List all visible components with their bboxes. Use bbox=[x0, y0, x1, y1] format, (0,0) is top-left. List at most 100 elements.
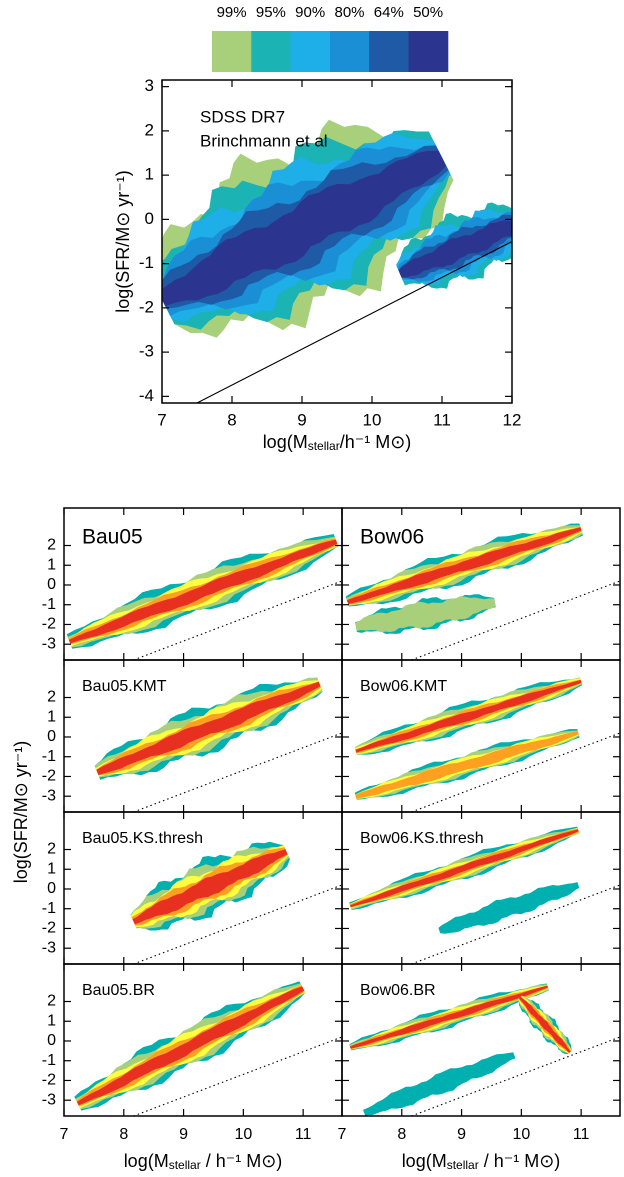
y-tick-label: 3 bbox=[145, 76, 154, 95]
y-tick-label: 2 bbox=[47, 689, 56, 706]
colorbar-label: 90% bbox=[295, 4, 325, 21]
y-tick-label: 0 bbox=[47, 880, 56, 897]
panel-label: Bau05.KMT bbox=[82, 678, 167, 695]
colorbar-swatch bbox=[369, 31, 409, 72]
colorbar-label: 50% bbox=[413, 4, 443, 21]
dotted-line bbox=[133, 732, 342, 812]
y-axis-label: log(SFR/M⊙ yr⁻¹) bbox=[11, 741, 31, 884]
y-tick-label: 0 bbox=[47, 728, 56, 745]
y-tick-label: 2 bbox=[47, 537, 56, 554]
y-axis-label: log(SFR/M⊙ yr⁻¹) bbox=[113, 170, 133, 313]
x-axis-label: log(Mstellar / h⁻¹ M⊙) bbox=[402, 1151, 561, 1172]
y-tick-label: 2 bbox=[145, 120, 154, 139]
label-part: stellar bbox=[169, 1158, 201, 1172]
label-part: / h⁻¹ M⊙) bbox=[479, 1151, 561, 1171]
contour-level bbox=[346, 527, 582, 605]
y-tick-label: -2 bbox=[42, 616, 56, 633]
annotation: Brinchmann et al bbox=[200, 131, 328, 150]
dotted-line bbox=[411, 1036, 620, 1116]
x-tick-label: 12 bbox=[503, 410, 522, 429]
x-tick-label: 8 bbox=[227, 410, 236, 429]
x-tick-label: 11 bbox=[433, 410, 451, 429]
y-tick-label: 2 bbox=[47, 993, 56, 1010]
colorbar-swatch bbox=[251, 31, 292, 72]
y-tick-label: -1 bbox=[139, 253, 154, 272]
contours bbox=[349, 826, 620, 964]
contour-level bbox=[438, 882, 580, 934]
colorbar-label: 95% bbox=[256, 4, 286, 21]
contours bbox=[354, 677, 620, 812]
y-tick-label: 1 bbox=[47, 1012, 56, 1029]
y-tick-label: 0 bbox=[47, 1032, 56, 1049]
contours bbox=[349, 983, 620, 1116]
y-tick-label: 2 bbox=[47, 841, 56, 858]
dotted-line bbox=[133, 1036, 342, 1116]
colorbar-label: 99% bbox=[217, 4, 247, 21]
x-tick-label: 9 bbox=[457, 1126, 466, 1143]
y-tick-label: -2 bbox=[42, 920, 56, 937]
label-part: stellar bbox=[308, 439, 340, 453]
x-tick-label: 7 bbox=[60, 1126, 69, 1143]
contours bbox=[130, 841, 342, 964]
panel-label: Bau05.BR bbox=[82, 982, 155, 999]
label-part: log(M bbox=[263, 432, 308, 452]
y-tick-label: -3 bbox=[42, 1091, 56, 1108]
y-tick-label: -2 bbox=[42, 1072, 56, 1089]
x-tick-label: 7 bbox=[157, 410, 166, 429]
label-part: log(M bbox=[402, 1151, 447, 1171]
y-tick-label: -1 bbox=[42, 1052, 56, 1069]
colorbar-swatch bbox=[329, 31, 370, 72]
label-part: / h⁻¹ M⊙) bbox=[201, 1151, 283, 1171]
contour-level bbox=[162, 150, 447, 306]
colorbar-label: 64% bbox=[374, 4, 404, 21]
x-tick-label: 9 bbox=[179, 1126, 188, 1143]
contour-level bbox=[355, 730, 579, 799]
y-tick-label: 1 bbox=[47, 708, 56, 725]
contour-level bbox=[350, 985, 548, 1049]
x-tick-label: 8 bbox=[397, 1126, 406, 1143]
reference-line bbox=[196, 241, 512, 403]
contours bbox=[66, 534, 342, 660]
colorbar-swatch bbox=[408, 31, 449, 72]
colorbar-swatch bbox=[212, 31, 252, 72]
x-tick-label: 7 bbox=[338, 1126, 347, 1143]
plot-frame bbox=[161, 79, 513, 404]
contour-level bbox=[355, 596, 496, 633]
y-tick-label: 1 bbox=[47, 860, 56, 877]
contour-level bbox=[96, 681, 321, 775]
x-tick-label: 9 bbox=[297, 410, 306, 429]
x-tick-label: 11 bbox=[295, 1126, 312, 1143]
label-part: /h⁻¹ M⊙) bbox=[340, 432, 412, 452]
panel-label: Bau05 bbox=[82, 526, 143, 549]
y-tick-label: -1 bbox=[42, 596, 56, 613]
y-tick-label: -2 bbox=[42, 768, 56, 785]
x-tick-label: 10 bbox=[363, 410, 382, 429]
panel-label: Bow06.KMT bbox=[360, 678, 447, 695]
colorbar-swatch bbox=[290, 31, 331, 72]
y-tick-label: 0 bbox=[145, 209, 154, 228]
contour-level bbox=[76, 986, 305, 1106]
y-tick-label: 0 bbox=[47, 576, 56, 593]
x-tick-label: 8 bbox=[119, 1126, 128, 1143]
panel-label: Bow06 bbox=[360, 526, 424, 549]
plot-frame bbox=[341, 963, 621, 1117]
x-tick-label: 10 bbox=[234, 1126, 252, 1143]
y-tick-label: -4 bbox=[139, 386, 154, 405]
panel-label: Bow06.BR bbox=[360, 982, 436, 999]
annotation: SDSS DR7 bbox=[200, 107, 285, 126]
dotted-line bbox=[411, 580, 620, 660]
contours bbox=[345, 523, 620, 660]
contour-level bbox=[68, 539, 338, 644]
contour-level bbox=[519, 996, 571, 1053]
dotted-line bbox=[133, 580, 342, 660]
y-tick-label: -3 bbox=[42, 635, 56, 652]
dotted-line bbox=[133, 884, 342, 964]
dotted-line bbox=[411, 884, 620, 964]
contour-level bbox=[355, 680, 582, 753]
y-tick-label: -3 bbox=[139, 342, 154, 361]
x-tick-label: 11 bbox=[573, 1126, 590, 1143]
y-tick-label: -2 bbox=[139, 297, 154, 316]
y-tick-label: -3 bbox=[42, 939, 56, 956]
y-tick-label: -1 bbox=[42, 748, 56, 765]
